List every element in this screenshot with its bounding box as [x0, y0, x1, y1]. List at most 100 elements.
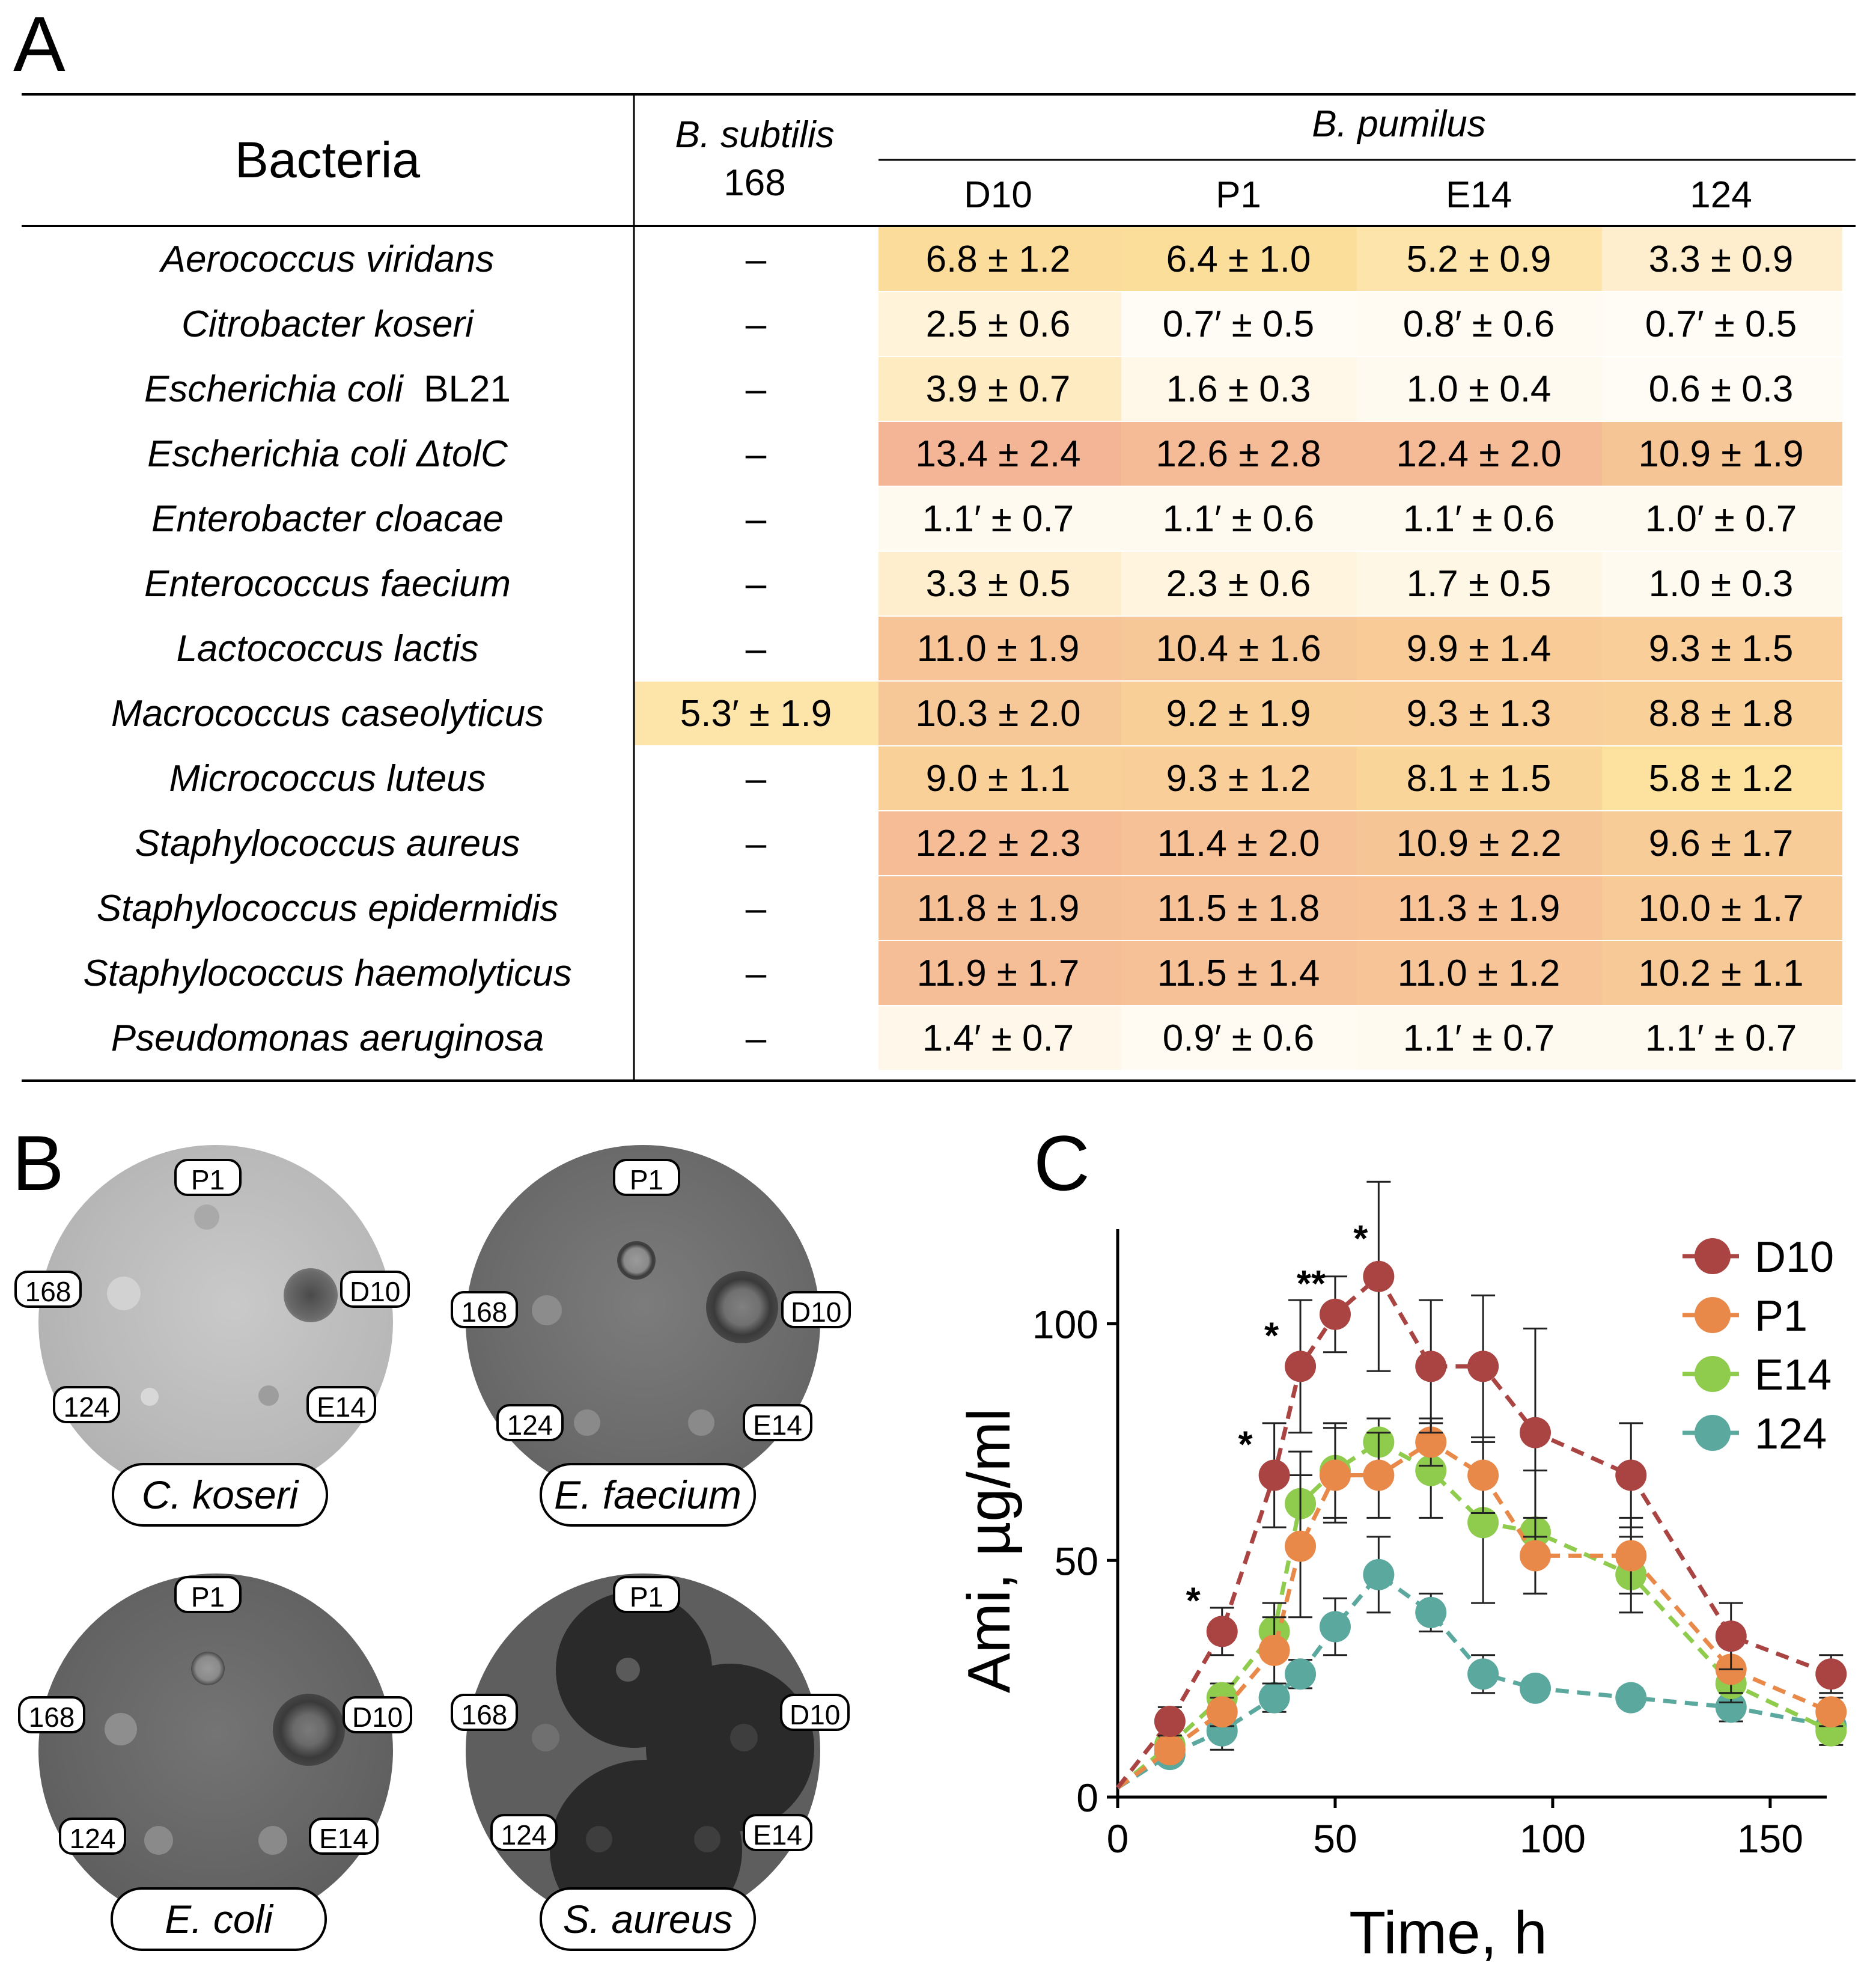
plate4-label-168: 168: [451, 1694, 518, 1731]
data-point: [1415, 1596, 1447, 1628]
cell-bg: [879, 552, 1121, 615]
bacteria-name: Enterobacter cloacae: [151, 498, 504, 540]
subtilis-value: –: [746, 823, 767, 864]
cell-bg: [1357, 552, 1602, 615]
plate3-label-p1: P1: [174, 1576, 242, 1613]
plate3-label-d10: D10: [343, 1696, 412, 1733]
subtilis-value: –: [746, 304, 767, 345]
zone-value: 1.7 ± 0.5: [1407, 563, 1552, 605]
header-bacteria: Bacteria: [235, 132, 420, 188]
zone-value: 11.5 ± 1.8: [1157, 888, 1320, 929]
cell-bg: [879, 292, 1121, 356]
data-point: [1415, 1426, 1447, 1458]
subtilis-value: –: [746, 368, 767, 410]
zone-value: 11.9 ± 1.7: [917, 953, 1080, 994]
data-point: [1363, 1558, 1395, 1590]
bacteria-name: Lactococcus lactis: [176, 628, 478, 670]
bacteria-name: Escherichia coli BL21: [144, 368, 511, 410]
cell-bg: [1602, 811, 1842, 875]
subtilis-value: –: [746, 563, 767, 605]
zone-value: 1.0 ± 0.4: [1407, 368, 1552, 410]
data-point: [1154, 1734, 1186, 1766]
legend-label: D10: [1755, 1233, 1834, 1281]
legend-label: 124: [1755, 1410, 1827, 1458]
significance-mark: *: [1264, 1315, 1279, 1357]
data-point: [1415, 1455, 1447, 1486]
zone-value: 11.3 ± 1.9: [1398, 888, 1561, 929]
cell-bg: [879, 487, 1121, 551]
data-point: [1154, 1706, 1186, 1737]
cell-bg: [1357, 487, 1602, 551]
zone-value: 9.0 ± 1.1: [926, 758, 1071, 799]
data-point: [1285, 1530, 1317, 1562]
cell-bg: [879, 811, 1121, 875]
cell-bg: [1357, 227, 1602, 291]
bacteria-name: Staphylococcus haemolyticus: [83, 953, 571, 994]
header-strain-124: 124: [1690, 174, 1752, 216]
plate4-label-e14: E14: [743, 1814, 812, 1851]
cell-bg: [879, 746, 1121, 810]
cell-bg: [1121, 617, 1357, 680]
zone-value: 3.9 ± 0.7: [926, 368, 1071, 410]
cell-bg: [1121, 292, 1357, 356]
plate-e-coli: [38, 1574, 393, 1928]
zone-value: 10.3 ± 2.0: [915, 693, 1080, 734]
cell-bg: [1357, 746, 1602, 810]
data-point: [1815, 1696, 1847, 1728]
legend-marker: [1695, 1356, 1731, 1392]
zone-value: 0.6 ± 0.3: [1649, 368, 1794, 410]
zone-value: 9.6 ± 1.7: [1649, 823, 1794, 864]
zone-value: 8.8 ± 1.8: [1649, 693, 1794, 734]
plate2-label-168: 168: [451, 1291, 518, 1328]
data-point: [1519, 1672, 1551, 1704]
data-point: [1319, 1611, 1351, 1643]
plate2-label-124: 124: [496, 1404, 564, 1441]
data-point: [1319, 1298, 1351, 1330]
plate2-label-e14: E14: [743, 1404, 812, 1441]
header-pumilus: B. pumilus: [1312, 103, 1485, 145]
bacteria-name: Micrococcus luteus: [169, 758, 486, 799]
cell-bg: [1357, 682, 1602, 745]
zone-value: 9.3 ± 1.3: [1407, 693, 1552, 734]
data-point: [1415, 1351, 1447, 1382]
header-subtilis-strain: 168: [723, 162, 785, 204]
data-point: [1815, 1658, 1847, 1690]
significance-mark: *: [1353, 1218, 1368, 1260]
x-tick-label: 50: [1313, 1816, 1357, 1861]
cell-bg: [1602, 292, 1842, 356]
plate1-label-124: 124: [53, 1386, 120, 1423]
cell-bg: [1121, 941, 1357, 1005]
zone-value: 1.1′ ± 0.7: [1645, 1018, 1797, 1059]
plate2-label-p1: P1: [613, 1159, 680, 1196]
data-point: [1285, 1658, 1317, 1690]
zone-value: 12.2 ± 2.3: [915, 823, 1080, 864]
zone-value: 1.0′ ± 0.7: [1645, 498, 1797, 540]
data-point: [1258, 1459, 1290, 1491]
zone-value: 0.7′ ± 0.5: [1645, 304, 1797, 345]
zone-value: 1.1′ ± 0.6: [1163, 498, 1314, 540]
cell-bg: [879, 617, 1121, 680]
cell-bg: [1357, 422, 1602, 486]
zone-value: 11.4 ± 2.0: [1157, 823, 1320, 864]
x-tick-label: 0: [1107, 1816, 1129, 1861]
cell-bg: [1602, 357, 1842, 421]
subtilis-value: –: [746, 628, 767, 670]
zone-value: 2.3 ± 0.6: [1166, 563, 1311, 605]
cell-bg: [1121, 487, 1357, 551]
cell-bg: [1357, 941, 1602, 1005]
zone-value: 5.2 ± 0.9: [1407, 239, 1552, 280]
x-tick-label: 150: [1737, 1816, 1803, 1861]
cell-bg: [879, 876, 1121, 940]
plate1-label-e14: E14: [306, 1386, 376, 1423]
y-axis-label: Ami, µg/ml: [955, 1408, 1023, 1693]
zone-value: 10.9 ± 1.9: [1638, 433, 1803, 475]
legend-item-e14: E14: [1683, 1351, 1832, 1399]
zone-value: 1.1′ ± 0.6: [1403, 498, 1555, 540]
legend-marker: [1695, 1238, 1731, 1274]
inhibition-table: Bacteria B. subtilis 168 B. pumilus D10 P…: [22, 93, 1856, 1082]
bacteria-name: Escherichia coli ΔtolC: [147, 433, 508, 475]
zone-value: 12.4 ± 2.0: [1396, 433, 1561, 475]
plate3-label-124: 124: [59, 1818, 126, 1855]
plate2-label-d10: D10: [781, 1291, 851, 1328]
